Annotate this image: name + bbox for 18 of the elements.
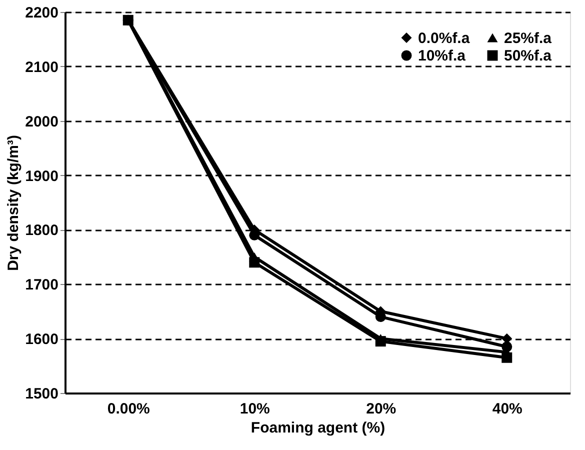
y-tick-label: 2200	[25, 4, 58, 22]
y-tick-label: 2100	[25, 58, 58, 76]
y-tick-label: 2000	[25, 113, 58, 130]
legend-label: 25%f.a	[504, 30, 552, 47]
legend-label: 50%f.a	[504, 48, 552, 64]
x-tick-label: 20%	[366, 400, 396, 418]
legend-label: 10%f.a	[418, 48, 466, 64]
y-tick-label: 1700	[25, 276, 58, 294]
y-tick-label: 1800	[25, 222, 58, 240]
x-tick-label: 10%	[240, 400, 270, 418]
legend-label: 0.0%f.a	[418, 30, 470, 47]
y-tick-label: 1900	[25, 168, 58, 185]
x-tick-label: 40%	[492, 400, 522, 418]
x-tick-label: 0.00%	[107, 400, 150, 418]
x-axis-title: Foaming agent (%)	[250, 420, 386, 436]
y-tick-label: 1600	[25, 331, 58, 348]
y-tick-label: 1500	[25, 386, 58, 402]
y-axis-title: Dry density (kg/m³)	[5, 135, 22, 271]
